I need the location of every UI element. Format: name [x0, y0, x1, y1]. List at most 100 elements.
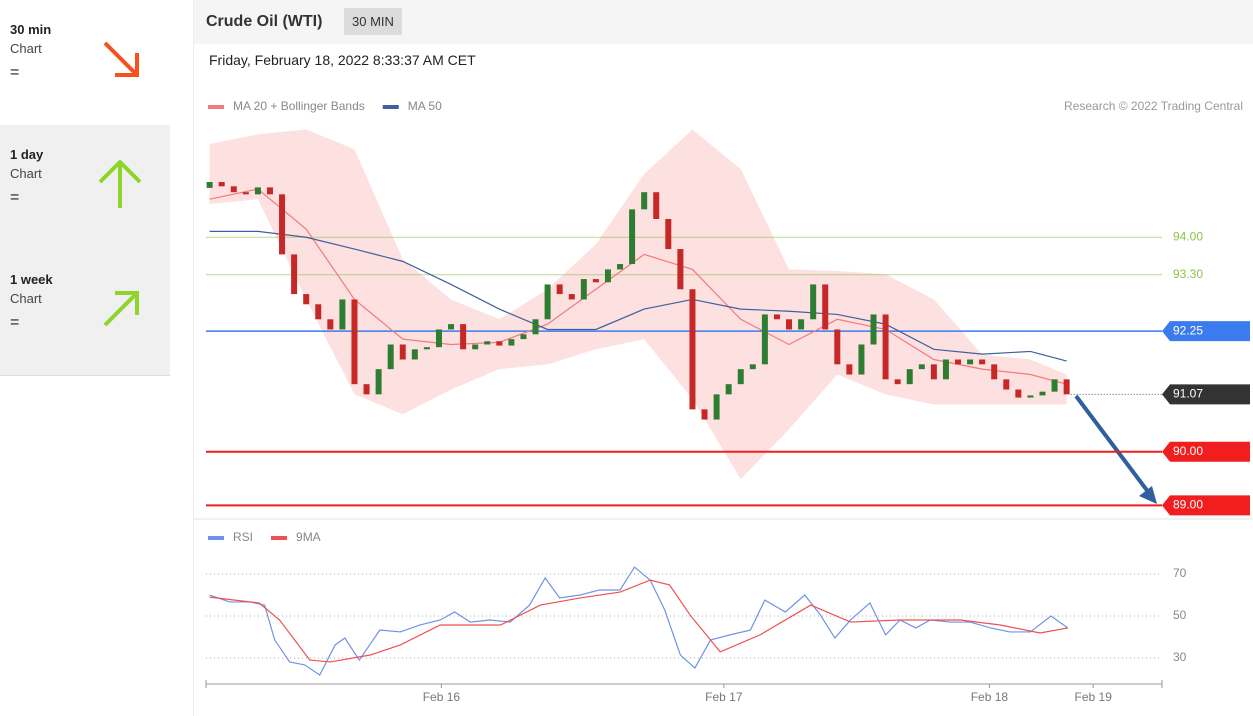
candle: [834, 329, 841, 365]
sidebar-item[interactable]: 1 week Chart =: [0, 250, 170, 376]
candle: [930, 364, 937, 380]
candle: [387, 344, 394, 370]
sidebar-item[interactable]: 1 day Chart =: [0, 125, 170, 251]
candle: [822, 284, 829, 330]
candle: [291, 254, 298, 295]
candle: [315, 304, 322, 320]
candle: [592, 279, 599, 283]
candle: [1063, 379, 1070, 395]
candle: [303, 294, 310, 305]
candle: [399, 344, 406, 360]
x-tick-label: Feb 19: [1075, 690, 1113, 704]
candle: [230, 186, 237, 193]
candle: [375, 369, 382, 395]
y-tick-label: 50: [1173, 608, 1187, 622]
candle: [617, 264, 624, 270]
candle: [858, 344, 865, 375]
legend-label: 9MA: [296, 530, 321, 544]
candle: [870, 314, 877, 345]
candle: [206, 182, 213, 188]
legend-swatch: [208, 536, 224, 540]
candle: [846, 364, 853, 375]
candle: [520, 334, 527, 340]
candle: [786, 319, 793, 330]
candle: [508, 339, 515, 346]
x-tick-label: Feb 18: [971, 690, 1009, 704]
forecast-arrow: [1074, 394, 1154, 499]
label: Chart: [10, 166, 42, 181]
candle: [327, 319, 334, 330]
candle: [761, 314, 768, 365]
candle: [1015, 389, 1022, 398]
status: =: [10, 189, 20, 206]
header: Crude Oil (WTI) 30 MIN: [194, 0, 1253, 44]
candle: [979, 359, 986, 365]
arrow-down: [103, 41, 139, 77]
badge[interactable]: 30 MIN: [344, 8, 402, 35]
candle: [629, 209, 636, 265]
arrow-up: [98, 160, 142, 208]
candle: [448, 324, 455, 330]
main: Crude Oil (WTI) 30 MIN Friday, February …: [193, 0, 1253, 716]
candle: [580, 279, 587, 300]
x-tick-label: Feb 17: [705, 690, 743, 704]
bollinger-band: [209, 129, 1067, 480]
sidebar-item[interactable]: 30 min Chart =: [0, 0, 170, 126]
candle: [1027, 395, 1034, 398]
candle: [242, 192, 249, 195]
candle: [1051, 379, 1058, 392]
legend-label: MA 50: [408, 99, 442, 113]
candle: [532, 319, 539, 335]
level-tag: [1162, 441, 1250, 462]
moving-average: [209, 230, 1067, 362]
candle: [496, 341, 503, 346]
label: Chart: [10, 291, 42, 306]
arrow-up-right: [103, 291, 139, 327]
period: 30 min: [10, 22, 52, 37]
label: Chart: [10, 41, 42, 56]
candle: [411, 349, 418, 360]
candle: [435, 329, 442, 348]
status: =: [10, 64, 20, 81]
candle: [556, 284, 563, 295]
candle: [955, 359, 962, 365]
candle: [544, 284, 551, 320]
legend-label: MA 20 + Bollinger Bands: [233, 99, 365, 113]
level-label: 94.00: [1173, 229, 1203, 243]
legend-swatch: [208, 105, 224, 109]
indicator-line: [209, 579, 1068, 663]
sidebar: 30 min Chart = 1 day Chart = 1 week Char…: [0, 0, 170, 716]
candle: [653, 192, 660, 220]
level-label: 90.00: [1173, 444, 1203, 458]
candle: [665, 219, 672, 250]
legend-swatch: [271, 536, 288, 540]
candle: [894, 379, 901, 385]
candle: [254, 187, 261, 195]
candle: [810, 284, 817, 320]
candle: [725, 384, 732, 395]
status: =: [10, 314, 20, 331]
y-tick-label: 30: [1173, 650, 1187, 664]
legend-label: RSI: [233, 530, 253, 544]
candle: [472, 344, 479, 350]
candle: [737, 369, 744, 385]
date: Friday, February 18, 2022 8:33:37 AM CET: [209, 52, 476, 68]
candle: [423, 347, 430, 350]
candle: [689, 289, 696, 410]
x-tick-label: Feb 16: [423, 690, 461, 704]
period: 1 day: [10, 147, 44, 162]
candle: [713, 394, 720, 420]
forecast-arrowhead: [1139, 486, 1157, 504]
candle: [568, 294, 575, 300]
title: Crude Oil (WTI): [206, 13, 323, 30]
candle: [991, 364, 998, 380]
candle: [351, 299, 358, 385]
candle: [701, 409, 708, 420]
credit: Research © 2022 Trading Central: [1064, 99, 1243, 113]
level-label: 91.07: [1173, 387, 1203, 401]
candle: [1039, 391, 1046, 396]
candle: [363, 384, 370, 395]
legend-swatch: [382, 105, 399, 109]
